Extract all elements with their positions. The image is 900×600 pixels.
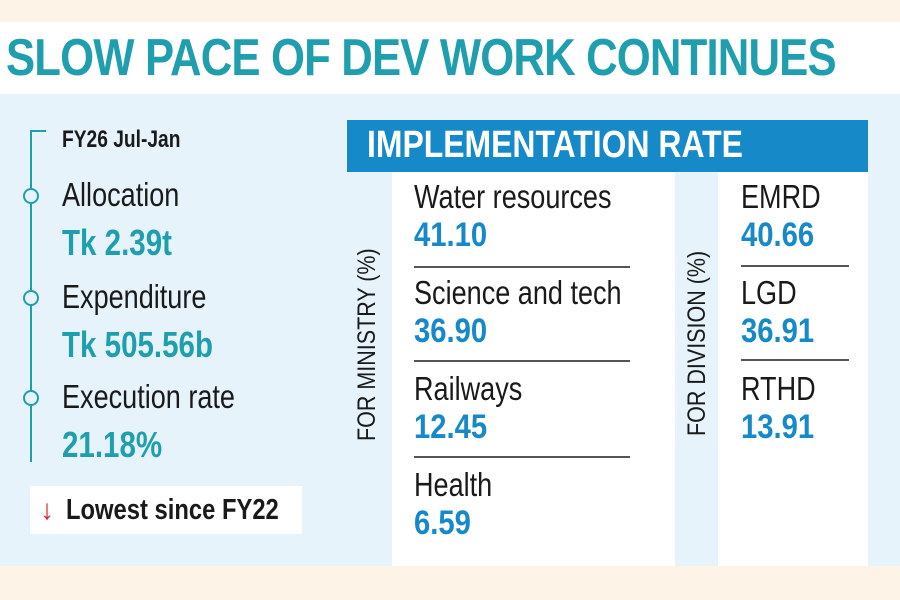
row-divider — [414, 266, 630, 268]
bottom-strip — [0, 566, 900, 600]
implementation-header: IMPLEMENTATION RATE — [347, 120, 868, 172]
division-axis-label: FOR DIVISION (%) — [683, 250, 711, 436]
ministry-axis-label: FOR MINISTRY (%) — [353, 248, 381, 441]
division-name: EMRD — [741, 178, 821, 215]
row-divider — [414, 360, 630, 362]
division-rate: 40.66 — [741, 216, 815, 254]
expenditure-label: Expenditure — [62, 278, 207, 315]
timeline-dot-execution — [23, 390, 39, 406]
timeline-dot-expenditure — [23, 290, 39, 306]
division-rate: 13.91 — [741, 408, 815, 446]
top-strip — [0, 0, 900, 22]
division-side-column — [675, 172, 718, 566]
implementation-heading: IMPLEMENTATION RATE — [367, 124, 743, 166]
ministry-name: Science and tech — [414, 274, 622, 311]
ministry-rate: 6.59 — [414, 504, 471, 542]
row-divider — [741, 359, 849, 361]
period-label: FY26 Jul-Jan — [62, 126, 181, 153]
division-rate: 36.91 — [741, 312, 815, 350]
division-column — [718, 172, 868, 566]
ministry-rate: 12.45 — [414, 408, 488, 446]
row-divider — [741, 265, 849, 267]
ministry-side-column — [347, 172, 392, 566]
division-name: RTHD — [741, 370, 816, 407]
division-name: LGD — [741, 274, 797, 311]
lowest-note-text: Lowest since FY22 — [66, 494, 279, 526]
ministry-name: Water resources — [414, 178, 612, 215]
ministry-column — [392, 172, 675, 566]
ministry-rate: 36.90 — [414, 312, 488, 350]
timeline-dot-allocation — [23, 188, 39, 204]
ministry-name: Health — [414, 466, 493, 503]
ministry-name: Railways — [414, 370, 523, 407]
allocation-label: Allocation — [62, 176, 180, 213]
allocation-value: Tk 2.39t — [62, 222, 172, 263]
infographic-title: SLOW PACE OF DEV WORK CONTINUES — [6, 29, 837, 87]
title-band — [0, 22, 900, 94]
execution-rate-label: Execution rate — [62, 378, 235, 415]
expenditure-value: Tk 505.56b — [62, 324, 213, 365]
down-arrow-icon: ↓ — [40, 494, 54, 525]
row-divider — [414, 456, 630, 458]
timeline-top-tick — [30, 130, 46, 132]
lowest-note-box: ↓ Lowest since FY22 — [30, 486, 302, 534]
execution-rate-value: 21.18% — [62, 424, 163, 465]
ministry-rate: 41.10 — [414, 216, 488, 254]
